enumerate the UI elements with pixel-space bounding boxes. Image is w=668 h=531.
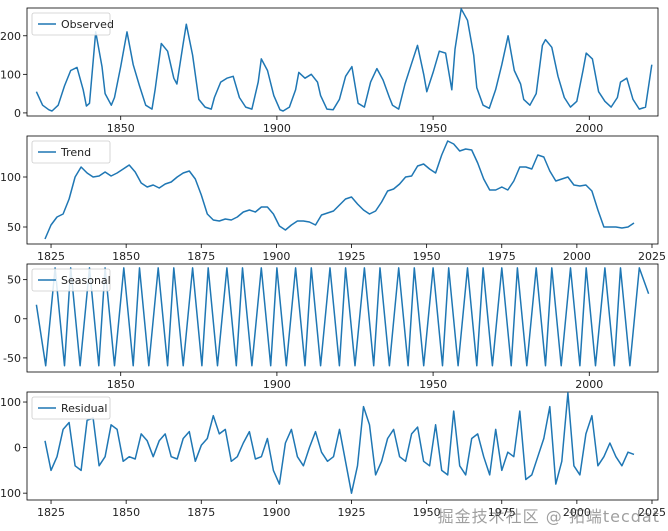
residual-xtick-label: 1975 (488, 506, 516, 519)
seasonal-legend-label: Seasonal (61, 274, 111, 287)
seasonal-xtick-label: 1850 (107, 378, 135, 391)
observed-ytick-label: 100 (0, 68, 21, 81)
observed-panel: 0 100 200 1850 1900 1950 2000 Observed (0, 7, 659, 135)
residual-legend-label: Residual (61, 402, 107, 415)
observed-ytick-label: 0 (14, 107, 21, 120)
observed-legend-label: Observed (61, 18, 114, 31)
seasonal-series-line (35, 267, 650, 367)
trend-xtick-label: 1875 (187, 250, 215, 263)
seasonal-legend-box (31, 268, 111, 292)
trend-xtick-label: 1900 (262, 250, 290, 263)
residual-panel: 100 0 100 1825 1850 1875 1900 1925 1950 1975 2000 2… (0, 391, 666, 519)
residual-series-line (44, 392, 635, 494)
seasonal-xtick-label: 1900 (263, 378, 291, 391)
trend-legend-label: Trend (60, 146, 91, 159)
trend-panel: 50 100 1825 1850 1875 1900 1925 1950 1975 2000 202… (0, 135, 666, 263)
trend-xtick-label: 1825 (37, 250, 65, 263)
residual-xtick-label: 1850 (112, 506, 140, 519)
observed-legend-box (31, 12, 111, 36)
seasonal-ytick-label: -50 (3, 352, 21, 365)
observed-series-line (35, 8, 653, 112)
trend-xtick-label: 2025 (638, 250, 666, 263)
seasonal-xtick-label: 2000 (575, 378, 603, 391)
seasonal-xtick-label: 1950 (419, 378, 447, 391)
trend-xtick-label: 2000 (563, 250, 591, 263)
residual-xtick-label: 1825 (37, 506, 65, 519)
observed-xtick-label: 1850 (107, 122, 135, 135)
residual-ytick-label: 0 (14, 442, 21, 455)
residual-legend-box (31, 396, 111, 420)
observed-ytick-label: 200 (0, 30, 21, 43)
residual-ytick-label: 100 (0, 487, 21, 500)
trend-ytick-label: 100 (0, 171, 21, 184)
residual-xtick-label: 1925 (338, 506, 366, 519)
trend-xtick-label: 1925 (338, 250, 366, 263)
trend-xtick-label: 1950 (413, 250, 441, 263)
observed-xtick-label: 1900 (263, 122, 291, 135)
residual-axes-frame (26, 391, 659, 501)
seasonal-panel: -50 0 50 1850 1900 1950 2000 Seasonal (3, 263, 659, 391)
observed-xtick-label: 1950 (419, 122, 447, 135)
trend-axes-frame (26, 135, 659, 245)
seasonal-ytick-label: 50 (7, 274, 21, 287)
trend-ytick-label: 50 (7, 221, 21, 234)
observed-axes-frame (26, 7, 659, 117)
trend-series-line (44, 140, 635, 240)
seasonal-axes-frame (26, 263, 659, 373)
residual-xtick-label: 2025 (638, 506, 666, 519)
trend-xtick-label: 1975 (488, 250, 516, 263)
trend-legend-box (31, 140, 111, 164)
watermark: 掘金技术社区 @ 拓端tecdat (437, 507, 660, 526)
residual-xtick-label: 1875 (187, 506, 215, 519)
trend-xtick-label: 1850 (112, 250, 140, 263)
residual-ytick-label: 100 (0, 396, 21, 409)
residual-xtick-label: 2000 (563, 506, 591, 519)
residual-xtick-label: 1950 (413, 506, 441, 519)
seasonal-ytick-label: 0 (14, 313, 21, 326)
observed-xtick-label: 2000 (575, 122, 603, 135)
residual-xtick-label: 1900 (262, 506, 290, 519)
